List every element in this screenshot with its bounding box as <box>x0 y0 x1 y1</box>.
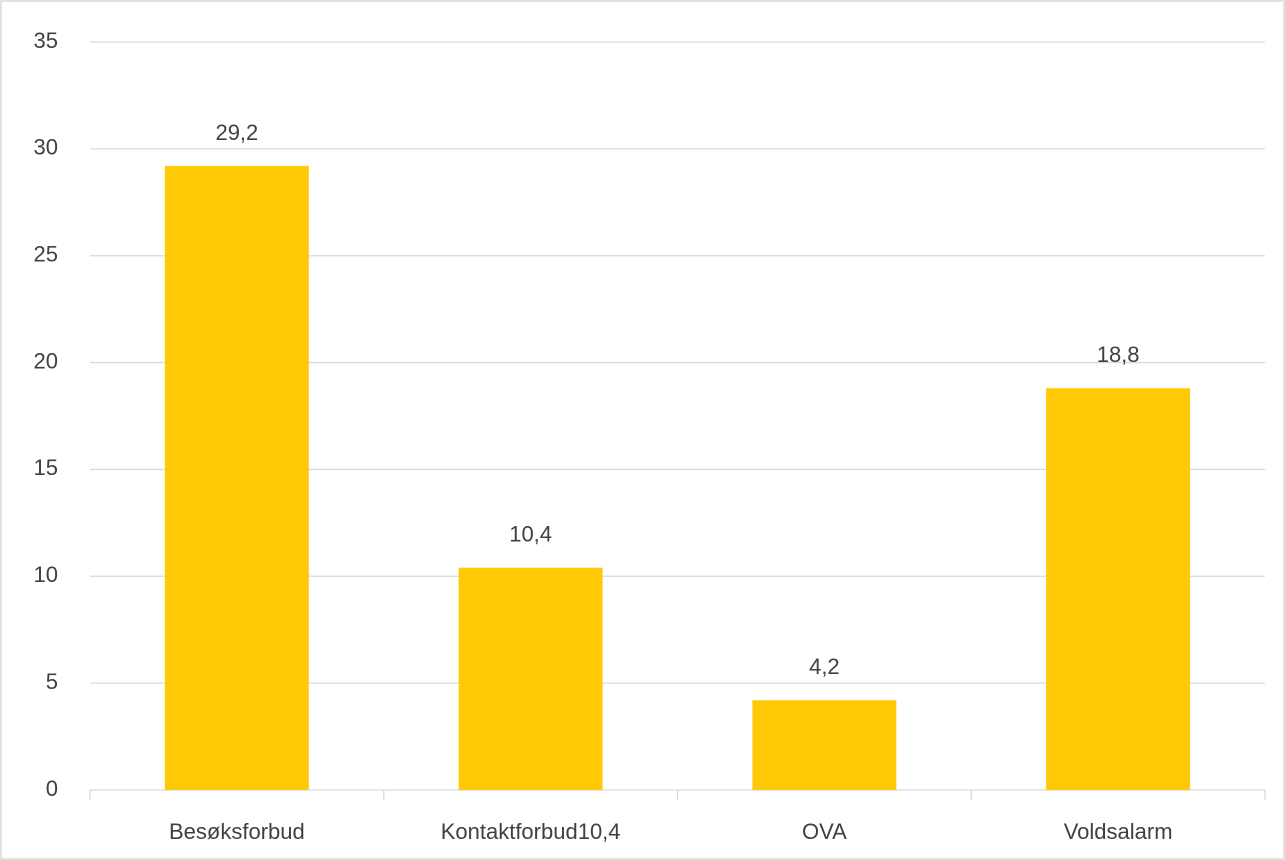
y-tick-label: 30 <box>34 135 58 160</box>
value-label: 18,8 <box>1097 342 1140 367</box>
value-label: 4,2 <box>809 654 840 679</box>
bar <box>1046 388 1191 790</box>
y-tick-label: 15 <box>34 455 58 480</box>
y-tick-label: 0 <box>46 776 58 801</box>
y-tick-label: 10 <box>34 562 58 587</box>
y-tick-label: 5 <box>46 669 58 694</box>
value-label: 29,2 <box>215 120 258 145</box>
bar <box>458 567 603 790</box>
bar <box>752 700 897 790</box>
y-tick-label: 25 <box>34 242 58 267</box>
value-label: 10,4 <box>509 522 552 547</box>
bar <box>164 165 309 790</box>
x-tick-label: OVA <box>802 819 847 844</box>
y-tick-label: 35 <box>34 28 58 53</box>
x-tick-label: Kontaktforbud10,4 <box>441 819 621 844</box>
x-tick-label: Besøksforbud <box>169 819 305 844</box>
y-tick-label: 20 <box>34 348 58 373</box>
x-tick-label: Voldsalarm <box>1064 819 1173 844</box>
